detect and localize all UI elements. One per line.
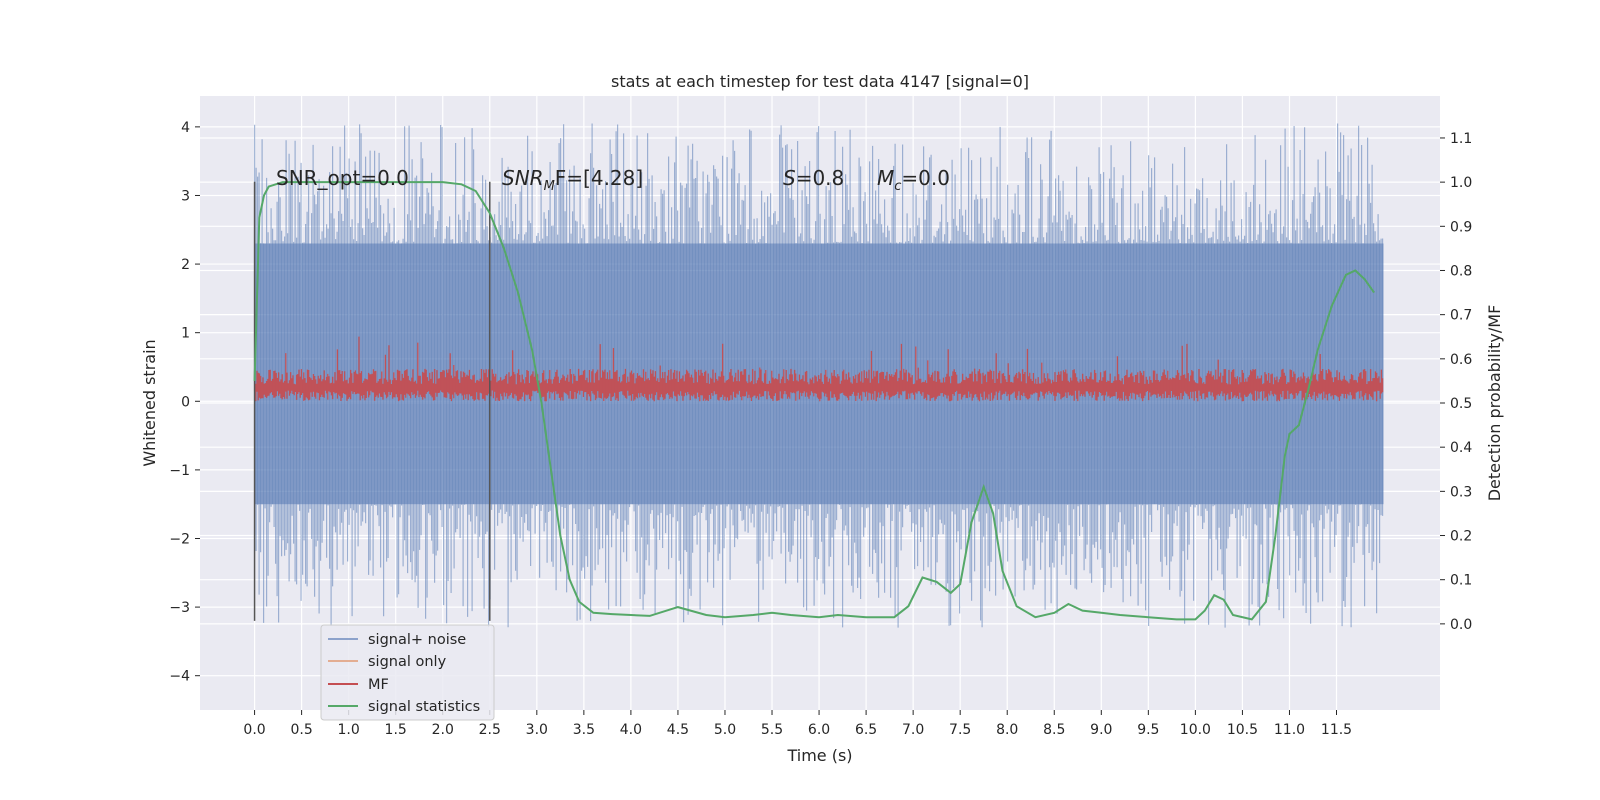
annotation-s: S=0.8	[783, 166, 844, 190]
y-left-tick-label: 4	[181, 120, 190, 136]
y-right-tick-label: 0.3	[1450, 484, 1472, 500]
x-tick-label: 3.5	[573, 722, 595, 738]
y-right-tick-label: 0.0	[1450, 617, 1472, 633]
y-axis-right-label: Detection probability/MF	[1485, 305, 1504, 502]
annotation-mc: Mc=0.0	[877, 166, 950, 194]
legend-label-signal-statistics: signal statistics	[368, 699, 480, 715]
chart-title: stats at each timestep for test data 414…	[611, 72, 1029, 91]
y-right-tick-label: 0.8	[1450, 263, 1472, 279]
y-right-tick-label: 0.4	[1450, 440, 1472, 456]
y-left-tick-label: 0	[181, 394, 190, 410]
x-tick-label: 7.5	[949, 722, 971, 738]
x-tick-label: 4.5	[667, 722, 689, 738]
legend-label-signal-only: signal only	[368, 654, 447, 670]
x-tick-label: 0.5	[290, 722, 312, 738]
x-tick-label: 0.0	[243, 722, 265, 738]
x-axis-label: Time (s)	[786, 746, 852, 765]
x-tick-label: 10.0	[1180, 722, 1211, 738]
x-tick-label: 4.0	[620, 722, 642, 738]
axis-ticks: 0.0 0.5 1.0 1.5 2.0 2.5 3.0 3.5 4.0 4.5 5.0 5.5 6.0 6…	[169, 120, 1472, 738]
y-left-tick-label: −4	[169, 669, 190, 685]
annotation-mc-rest: =0.0	[901, 166, 950, 190]
annotation-snr-mf-base: SNR	[502, 166, 544, 190]
x-tick-label: 7.0	[902, 722, 924, 738]
x-tick-label: 1.5	[385, 722, 407, 738]
legend: signal+ noise signal only MF signal stat…	[320, 624, 495, 721]
y-right-tick-label: 1.1	[1450, 131, 1472, 147]
y-right-tick-label: 0.2	[1450, 529, 1472, 545]
x-tick-label: 2.0	[432, 722, 454, 738]
y-left-tick-label: 3	[181, 188, 190, 204]
annotation-snr-mf: SNRMF=[4.28]	[502, 166, 643, 194]
annotation-s-rest: =0.8	[796, 166, 845, 190]
annotation-mc-sub: c	[894, 179, 901, 194]
legend-label-mf: MF	[368, 677, 389, 693]
x-tick-label: 10.5	[1227, 722, 1258, 738]
y-right-tick-label: 1.0	[1450, 175, 1472, 191]
y-left-tick-label: −2	[169, 531, 190, 547]
x-tick-label: 3.0	[526, 722, 548, 738]
y-left-tick-label: −3	[169, 600, 190, 616]
x-tick-label: 6.5	[855, 722, 877, 738]
x-tick-label: 11.0	[1274, 722, 1305, 738]
y-right-tick-label: 0.5	[1450, 396, 1472, 412]
y-left-tick-label: 1	[181, 326, 190, 342]
annotation-s-base: S	[783, 166, 796, 190]
y-axis-left-label: Whitened strain	[140, 339, 159, 466]
x-tick-label: 9.0	[1090, 722, 1112, 738]
x-tick-label: 8.0	[996, 722, 1018, 738]
x-tick-label: 6.0	[808, 722, 830, 738]
signal-statistics-line	[253, 181, 1375, 621]
vertical-markers	[253, 181, 491, 621]
x-tick-label: 2.5	[479, 722, 501, 738]
x-tick-label: 11.5	[1321, 722, 1352, 738]
signal-statistics-series	[253, 181, 1375, 621]
annotation-snr-mf-rest: F=[4.28]	[555, 166, 643, 190]
legend-box	[320, 624, 495, 721]
x-tick-label: 8.5	[1043, 722, 1065, 738]
x-tick-label: 5.0	[714, 722, 736, 738]
annotation-snr-opt: SNR_opt=0.0	[276, 166, 409, 190]
x-tick-label: 9.5	[1137, 722, 1159, 738]
x-tick-label: 5.5	[761, 722, 783, 738]
annotation-mc-base: M	[877, 166, 894, 190]
annotations: SNR_opt=0.0 SNRMF=[4.28] S=0.8 Mc=0.0	[276, 166, 950, 194]
y-right-tick-label: 0.6	[1450, 352, 1472, 368]
y-left-tick-label: −1	[169, 463, 190, 479]
y-right-tick-label: 0.1	[1450, 573, 1472, 589]
x-tick-label: 1.0	[338, 722, 360, 738]
y-right-tick-label: 0.9	[1450, 219, 1472, 235]
y-right-tick-label: 0.7	[1450, 308, 1472, 324]
legend-label-signal-noise: signal+ noise	[368, 632, 466, 648]
y-left-tick-label: 2	[181, 257, 190, 273]
annotation-snr-mf-sub: M	[544, 179, 555, 194]
